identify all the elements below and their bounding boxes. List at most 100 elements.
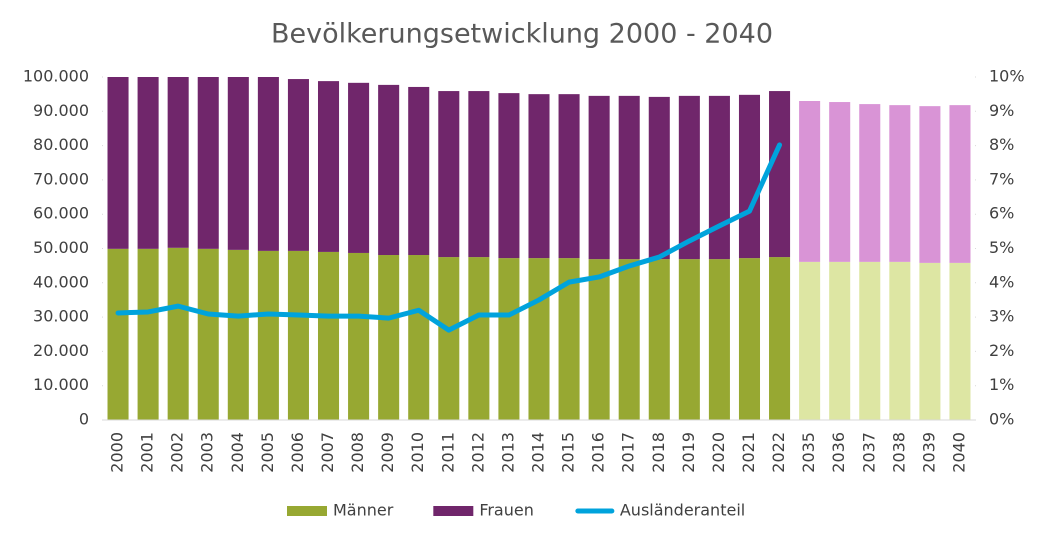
bar-segment	[257, 250, 279, 420]
bar-segment	[919, 262, 941, 420]
x-tick-label: 2011	[438, 432, 457, 473]
bar-segment	[588, 259, 610, 420]
x-tick-label: 2007	[318, 432, 337, 473]
bar-segment	[678, 259, 700, 420]
x-tick-label: 2039	[919, 432, 938, 473]
bar-segment	[769, 257, 791, 420]
chart-title: Bevölkerungsetwicklung 2000 - 2040	[271, 19, 773, 50]
bar-segment	[137, 248, 159, 420]
y-tick-label: 0	[79, 410, 89, 429]
legend-swatch	[287, 506, 327, 516]
x-tick-label: 2015	[559, 432, 578, 473]
bar-segment	[708, 95, 730, 260]
bar-segment	[618, 95, 640, 260]
bar-segment	[949, 105, 971, 263]
bar-segment	[438, 257, 460, 420]
bar-segment	[859, 261, 881, 420]
bar-segment	[949, 262, 971, 420]
x-tick-label: 2021	[739, 432, 758, 473]
x-tick-label: 2037	[859, 432, 878, 473]
y-tick-label: 20.000	[33, 341, 89, 360]
bar-segment	[919, 106, 941, 263]
x-tick-label: 2010	[408, 432, 427, 473]
bar-segment	[468, 91, 490, 258]
bar-segment	[167, 77, 189, 248]
bar-segment	[708, 259, 730, 420]
legend-label: Männer	[333, 501, 394, 520]
y2-tick-label: 9%	[989, 101, 1014, 120]
x-tick-label: 2036	[829, 432, 848, 473]
y2-tick-label: 0%	[989, 410, 1014, 429]
bar-segment	[227, 249, 249, 420]
x-tick-label: 2002	[168, 432, 187, 473]
y-tick-label: 70.000	[33, 169, 89, 188]
bar-segment	[889, 261, 911, 420]
bar-segment	[227, 77, 249, 250]
bar-segment	[107, 77, 129, 249]
bar-segment	[137, 77, 159, 249]
y-tick-label: 60.000	[33, 204, 89, 223]
y2-tick-label: 2%	[989, 341, 1014, 360]
y2-tick-label: 3%	[989, 307, 1014, 326]
bar-segment	[378, 84, 400, 256]
bar-segment	[498, 93, 520, 259]
x-tick-label: 2005	[258, 432, 277, 473]
x-tick-label: 2040	[949, 432, 968, 473]
x-tick-label: 2012	[468, 432, 487, 473]
x-tick-label: 2013	[498, 432, 517, 473]
y2-tick-label: 10%	[989, 67, 1025, 86]
y2-tick-label: 4%	[989, 272, 1014, 291]
bar-segment	[528, 94, 550, 259]
bar-segment	[257, 77, 279, 251]
bar-segment	[558, 258, 580, 420]
bar-segment	[348, 252, 370, 420]
bar-segment	[287, 79, 309, 251]
bar-segment	[889, 105, 911, 262]
y-tick-label: 90.000	[33, 101, 89, 120]
y-tick-label: 30.000	[33, 307, 89, 326]
x-tick-label: 2020	[709, 432, 728, 473]
bar-segment	[528, 258, 550, 420]
legend-label: Ausländeranteil	[620, 501, 745, 520]
bar-segment	[197, 248, 219, 420]
y-tick-label: 40.000	[33, 272, 89, 291]
bar-segment	[648, 96, 670, 260]
y2-tick-label: 7%	[989, 169, 1014, 188]
bar-segment	[588, 95, 610, 260]
bar-segment	[558, 94, 580, 259]
x-tick-label: 2014	[529, 432, 548, 473]
x-tick-label: 2004	[228, 432, 247, 473]
bar-segment	[317, 251, 340, 420]
bar-segment	[678, 95, 700, 260]
bar-segment	[287, 250, 309, 420]
x-tick-label: 2008	[348, 432, 367, 473]
x-tick-label: 2006	[288, 432, 307, 473]
line	[115, 142, 783, 333]
x-tick-label: 2018	[649, 432, 668, 473]
bar-segment	[167, 247, 189, 420]
x-tick-label: 2016	[589, 432, 608, 473]
bar-segment	[648, 259, 670, 420]
bar-segment	[408, 255, 430, 420]
x-tick-label: 2000	[108, 432, 127, 473]
bar-segment	[738, 94, 761, 259]
bar-segment	[859, 104, 881, 262]
bar-segment	[378, 255, 400, 420]
bar-segment	[769, 91, 791, 258]
bar-segment	[829, 102, 851, 262]
y2-tick-label: 5%	[989, 238, 1014, 257]
x-tick-label: 2009	[378, 432, 397, 473]
x-tick-label: 2017	[619, 432, 638, 473]
x-tick-label: 2003	[198, 432, 217, 473]
bar-segment	[107, 248, 129, 420]
y2-tick-label: 6%	[989, 204, 1014, 223]
bar-segment	[197, 77, 219, 249]
y-tick-label: 80.000	[33, 135, 89, 154]
bar-segment	[738, 258, 761, 420]
x-tick-label: 2001	[138, 432, 157, 473]
y2-tick-label: 8%	[989, 135, 1014, 154]
y-tick-label: 100.000	[23, 67, 89, 86]
bar-segment	[498, 258, 520, 420]
x-tick-label: 2038	[889, 432, 908, 473]
